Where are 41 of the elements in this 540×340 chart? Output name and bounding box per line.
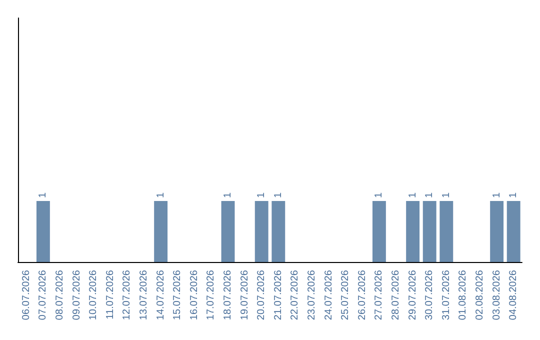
x-tick-label: 18.07.2026 <box>222 270 234 320</box>
x-tick-label: 07.07.2026 <box>38 270 49 320</box>
x-tick-label: 11.07.2026 <box>104 270 116 320</box>
x-tick-label: 20.07.2026 <box>256 270 268 320</box>
data-label: 1 <box>38 192 49 198</box>
x-tick-label: 28.07.2026 <box>390 270 402 320</box>
x-tick-label: 01.08.2026 <box>458 270 469 320</box>
data-label: 1 <box>424 192 436 198</box>
data-label: 1 <box>155 192 166 198</box>
x-tick-label: 27.07.2026 <box>374 270 385 320</box>
x-tick-label: 22.07.2026 <box>290 270 301 320</box>
data-label: 1 <box>407 192 418 198</box>
data-label: 1 <box>222 192 234 198</box>
x-tick-label: 04.08.2026 <box>508 270 520 320</box>
data-label: 1 <box>256 192 268 198</box>
x-tick-label: 15.07.2026 <box>172 270 184 320</box>
x-tick-label: 25.07.2026 <box>340 270 352 320</box>
x-tick-label: 31.07.2026 <box>440 270 452 320</box>
x-tick-label: 08.07.2026 <box>54 270 66 320</box>
data-label: 1 <box>374 192 385 198</box>
x-tick-label: 13.07.2026 <box>138 270 150 320</box>
data-label: 1 <box>440 192 452 198</box>
x-tick-label: 19.07.2026 <box>239 270 250 320</box>
x-tick-label: 03.08.2026 <box>491 270 502 320</box>
x-tick-label: 21.07.2026 <box>272 270 284 320</box>
x-tick-label: 23.07.2026 <box>306 270 318 320</box>
x-tick-label: 24.07.2026 <box>323 270 334 320</box>
x-tick-label: 17.07.2026 <box>206 270 217 320</box>
x-tick-label: 14.07.2026 <box>155 270 166 320</box>
x-tick-label: 10.07.2026 <box>88 270 100 320</box>
x-tick-label: 29.07.2026 <box>407 270 418 320</box>
x-tick-label: 12.07.2026 <box>122 270 133 320</box>
data-label: 1 <box>508 192 520 198</box>
data-label: 1 <box>491 192 502 198</box>
x-tick-label: 09.07.2026 <box>71 270 82 320</box>
x-tick-label: 26.07.2026 <box>356 270 368 320</box>
data-label: 1 <box>272 192 284 198</box>
x-tick-label: 30.07.2026 <box>424 270 436 320</box>
x-tick-label: 02.08.2026 <box>474 270 486 320</box>
x-tick-label: 06.07.2026 <box>20 270 32 320</box>
x-tick-label: 16.07.2026 <box>188 270 200 320</box>
